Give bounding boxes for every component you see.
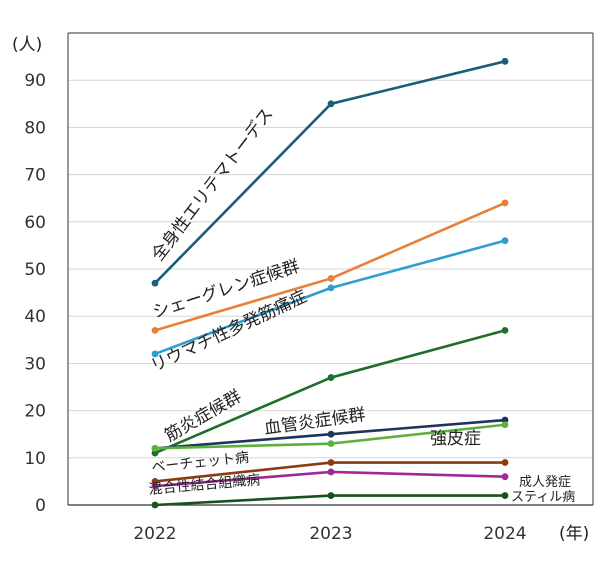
data-point: [151, 501, 159, 509]
data-point: [327, 374, 335, 381]
y-tick-label: 90: [24, 71, 46, 91]
y-tick-label: 50: [24, 260, 46, 280]
data-point: [151, 478, 159, 485]
axes: 0 10 20 30 40 50 60 70 80 90 2022 2023 2024 (人) (年): [12, 32, 594, 544]
y-tick-label: 60: [24, 213, 46, 233]
data-point: [501, 237, 509, 245]
y-tick-label: 30: [24, 354, 46, 374]
data-point: [327, 468, 335, 476]
data-point: [151, 444, 159, 452]
series-line: [154, 60, 506, 285]
data-point: [151, 350, 159, 358]
data-point: [501, 459, 509, 466]
y-unit-label: (人): [12, 35, 42, 55]
data-point: [327, 284, 335, 292]
x-tick-label: 2023: [309, 524, 352, 544]
series-label-line: スティル病: [511, 490, 575, 505]
data-point: [501, 473, 509, 481]
data-point: [327, 275, 335, 282]
y-tick-label: 40: [24, 307, 46, 327]
x-tick-label: 2024: [483, 524, 526, 544]
y-tick-label: 20: [24, 402, 46, 422]
data-point: [151, 482, 159, 490]
series-label: 全身性エリテマトーデス: [147, 104, 277, 265]
data-point: [501, 416, 509, 424]
gridlines: [68, 79, 593, 459]
data-point: [501, 421, 509, 429]
y-tick-label: 80: [24, 118, 46, 138]
data-point: [327, 459, 335, 466]
x-unit-label: (年): [559, 524, 589, 544]
data-point: [327, 492, 335, 499]
data-point: [327, 430, 335, 438]
series-label-line: 成人発症: [519, 475, 571, 490]
series-label: 成人発症スティル病: [511, 475, 575, 505]
data-point: [501, 492, 509, 499]
y-tick-label: 0: [35, 496, 46, 516]
series-label: 混合性結合組織病: [148, 472, 261, 498]
series-label: 強皮症: [430, 429, 481, 449]
series-lines: [151, 57, 509, 509]
data-point: [327, 100, 335, 108]
data-point: [327, 440, 335, 448]
data-point: [151, 449, 159, 457]
x-tick-label: 2022: [133, 524, 176, 544]
series-label: 筋炎症候群: [162, 387, 246, 447]
data-point: [151, 326, 159, 334]
y-tick-label: 10: [24, 449, 46, 469]
data-point: [501, 57, 509, 65]
data-point: [151, 279, 159, 287]
data-point: [501, 199, 509, 207]
data-point: [501, 326, 509, 334]
y-tick-label: 70: [24, 166, 46, 186]
